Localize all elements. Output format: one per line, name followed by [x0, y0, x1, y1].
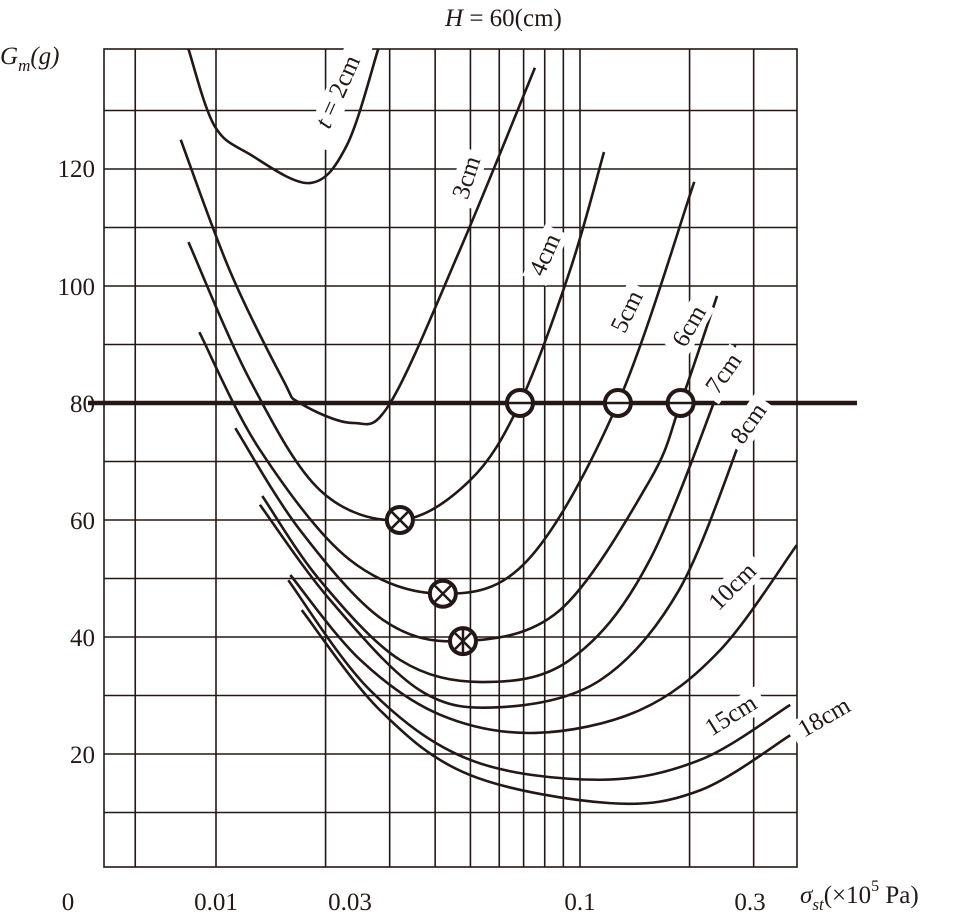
chart-title: H = 60(cm): [444, 5, 562, 32]
x-axis-label: σst(×105 Pa): [800, 878, 919, 914]
xlabel-sub: st: [812, 895, 825, 914]
series-line-t2cm: [187, 48, 380, 185]
series-label-7cm: 7cm: [697, 343, 751, 405]
x-tick-label: 0: [62, 889, 75, 914]
marker-circle-bar: [665, 388, 696, 418]
series-line-18cm: [300, 609, 791, 806]
y-tick-labels: 20 40 60 80 100 120: [58, 156, 96, 769]
title-var: H: [444, 5, 465, 32]
xlabel-pre: (×10: [824, 882, 871, 909]
xlabel-main: σ: [800, 882, 814, 909]
y-tick-label: 120: [58, 156, 96, 183]
series-line-3cm: [179, 67, 537, 426]
y-tick-label: 60: [70, 508, 95, 535]
series-line-10cm: [289, 544, 798, 735]
y-tick-label: 80: [70, 391, 95, 418]
marker-circle-cross: [427, 578, 458, 609]
x-tick-label: 0.1: [564, 889, 595, 914]
series-label-text: 3cm: [447, 153, 486, 203]
y-tick-label: 20: [70, 742, 95, 769]
marker-circle-asterisk: [447, 626, 478, 657]
ylabel-unit: (g): [30, 43, 59, 70]
series-line-4cm: [187, 151, 606, 522]
markers: [384, 388, 696, 657]
series-label-10cm: 10cm: [698, 552, 768, 622]
plot-frame: [103, 48, 798, 868]
series-line-15cm: [287, 579, 791, 782]
xlabel-post: Pa): [879, 882, 919, 909]
curves: [179, 48, 798, 806]
xlabel-sup: 5: [871, 878, 879, 895]
series-labels: t = 2cm 3cm 4cm 5cm 6cm 7cm 8cm 10cm 15c…: [303, 33, 863, 748]
x-tick-label: 0.3: [734, 889, 765, 914]
series-label-15cm: 15cm: [693, 685, 769, 747]
ylabel-main: G: [0, 43, 18, 70]
series-line-7cm: [261, 344, 737, 684]
x-tick-labels: 0 0.01 0.03 0.1 0.3: [62, 889, 766, 914]
marker-circle-cross: [384, 505, 415, 535]
marker-circle-bar: [504, 388, 535, 418]
title-rest: = 60(cm): [463, 5, 562, 32]
marker-circle-bar: [602, 388, 633, 418]
y-tick-label: 40: [70, 625, 95, 652]
ylabel-sub: m: [18, 56, 30, 75]
y-axis-label: Gm(g): [0, 43, 60, 75]
series-line-8cm: [258, 434, 744, 710]
x-tick-label: 0.03: [328, 889, 372, 914]
y-tick-label: 100: [58, 274, 96, 301]
series-label-4cm: 4cm: [522, 224, 569, 287]
series-line-6cm: [234, 295, 719, 643]
x-tick-label: 0.01: [194, 889, 238, 914]
series-label-2cm: t = 2cm: [303, 33, 375, 151]
